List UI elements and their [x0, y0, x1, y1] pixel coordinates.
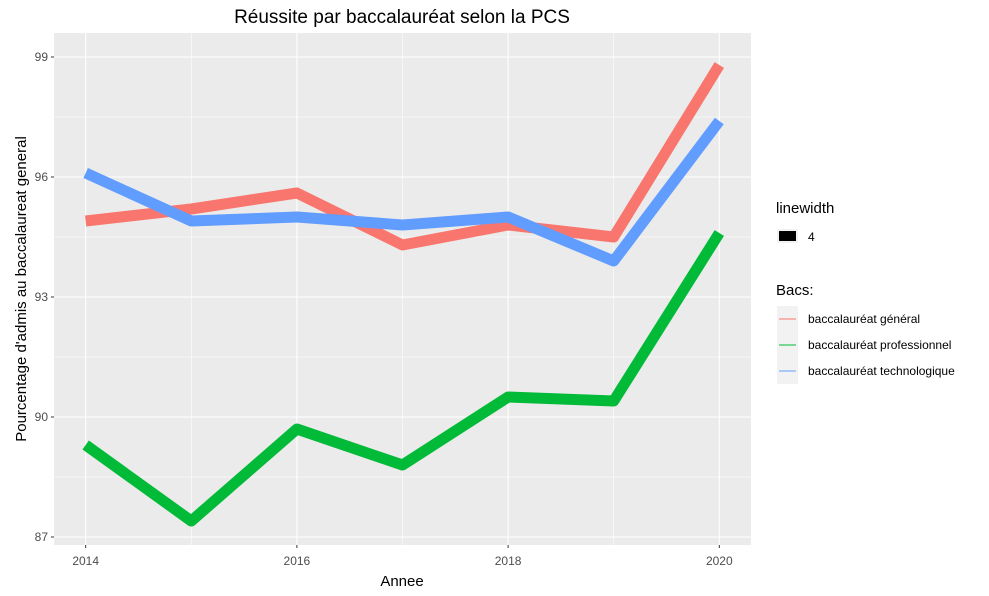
x-axis-title: Annee	[380, 573, 423, 590]
x-tick-label: 2016	[284, 554, 311, 568]
y-tick-label: 99	[35, 50, 49, 64]
legend-linewidth-value: 4	[808, 230, 815, 244]
x-axis: 2014 2016 2018 2020	[72, 545, 733, 568]
chart-title: Réussite par baccalauréat selon la PCS	[234, 7, 570, 28]
legend-color-title: Bacs:	[776, 282, 814, 299]
grid-major	[54, 33, 751, 545]
y-tick-label: 90	[35, 410, 49, 424]
y-tick-label: 96	[35, 170, 49, 184]
y-tick-label: 93	[35, 290, 49, 304]
legend-label: baccalauréat technologique	[808, 364, 955, 378]
legend-linewidth-swatch	[779, 231, 796, 241]
x-tick-label: 2018	[495, 554, 522, 568]
y-axis-title: Pourcentage d'admis au baccalaureat gene…	[13, 136, 30, 442]
legend-label: baccalauréat professionnel	[808, 338, 951, 352]
legend: linewidth 4 Bacs: baccalauréat généralba…	[776, 200, 955, 384]
x-tick-label: 2020	[706, 554, 733, 568]
legend-label: baccalauréat général	[808, 312, 920, 326]
x-tick-label: 2014	[72, 554, 99, 568]
series-layer	[82, 62, 725, 527]
legend-items: baccalauréat général baccalauréat profess…	[777, 306, 955, 384]
y-tick-label: 87	[35, 530, 49, 544]
legend-linewidth-title: linewidth	[776, 200, 834, 217]
y-axis: 87 90 93 96 99	[35, 50, 54, 544]
